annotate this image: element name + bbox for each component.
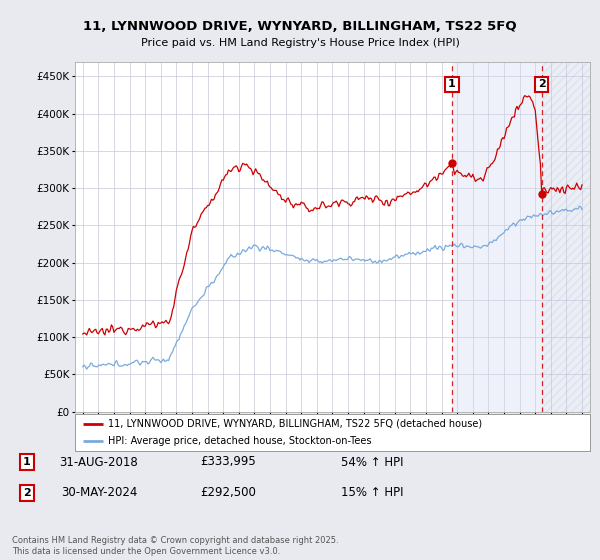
Text: 2: 2: [538, 80, 545, 90]
Text: Price paid vs. HM Land Registry's House Price Index (HPI): Price paid vs. HM Land Registry's House …: [140, 38, 460, 48]
Text: £333,995: £333,995: [200, 455, 256, 469]
Text: 1: 1: [23, 457, 31, 467]
Bar: [542, 62, 590, 412]
Text: 30-MAY-2024: 30-MAY-2024: [61, 486, 137, 500]
Text: 11, LYNNWOOD DRIVE, WYNYARD, BILLINGHAM, TS22 5FQ: 11, LYNNWOOD DRIVE, WYNYARD, BILLINGHAM,…: [83, 20, 517, 32]
Bar: [452, 62, 542, 412]
Text: HPI: Average price, detached house, Stockton-on-Tees: HPI: Average price, detached house, Stoc…: [109, 436, 372, 446]
Text: 31-AUG-2018: 31-AUG-2018: [59, 455, 139, 469]
Text: 15% ↑ HPI: 15% ↑ HPI: [341, 486, 403, 500]
Text: 11, LYNNWOOD DRIVE, WYNYARD, BILLINGHAM, TS22 5FQ (detached house): 11, LYNNWOOD DRIVE, WYNYARD, BILLINGHAM,…: [109, 419, 482, 429]
Text: Contains HM Land Registry data © Crown copyright and database right 2025.
This d: Contains HM Land Registry data © Crown c…: [12, 536, 338, 556]
Text: £292,500: £292,500: [200, 486, 256, 500]
Text: 2: 2: [23, 488, 31, 498]
Text: 1: 1: [448, 80, 456, 90]
Text: 54% ↑ HPI: 54% ↑ HPI: [341, 455, 403, 469]
